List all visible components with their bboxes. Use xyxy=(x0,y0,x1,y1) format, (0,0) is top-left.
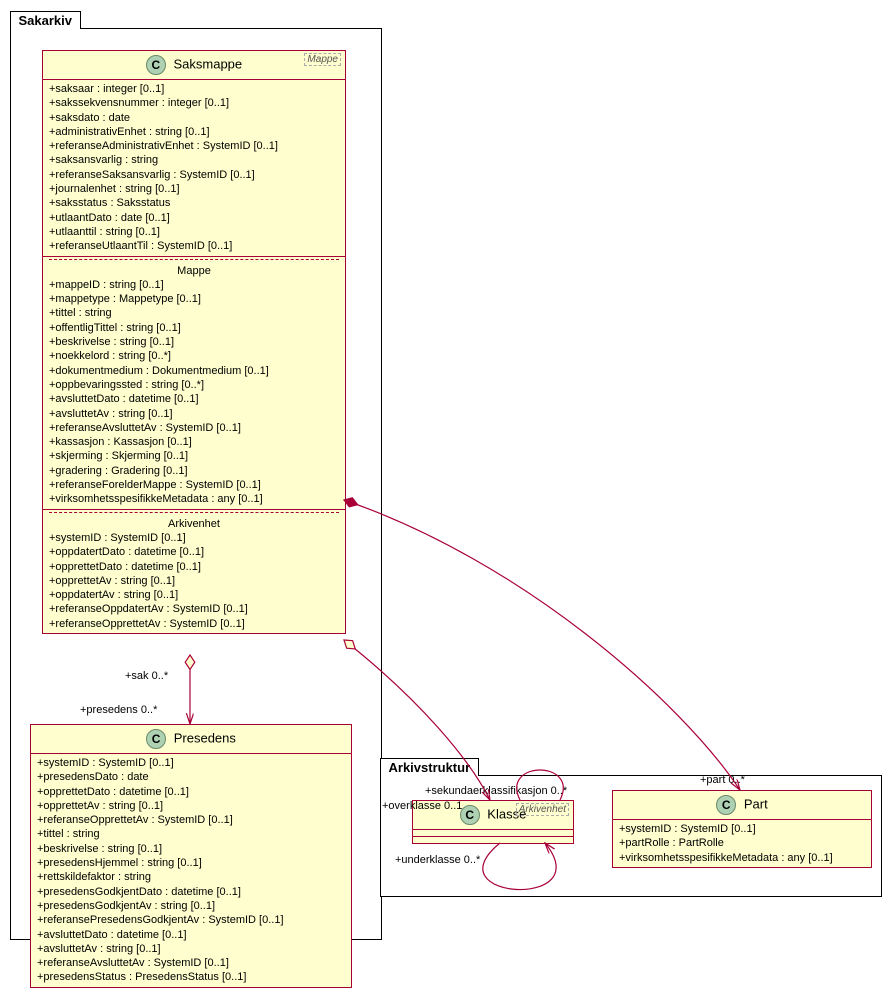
class-part: C Part +systemID : SystemID [0..1]+partR… xyxy=(612,790,872,868)
attr-line: +offentligTittel : string [0..1] xyxy=(49,321,339,335)
attr-line: +oppdatertDato : datetime [0..1] xyxy=(49,545,339,559)
attr-line: +utlaanttil : string [0..1] xyxy=(49,225,339,239)
attr-line: +sakssekvensnummer : integer [0..1] xyxy=(49,96,339,110)
attr-section: +systemID : SystemID [0..1]+presedensDat… xyxy=(31,754,351,987)
class-saksmappe-name: Saksmappe xyxy=(173,56,242,71)
attr-line: +dokumentmedium : Dokumentmedium [0..1] xyxy=(49,364,339,378)
attr-line: +kassasjon : Kassasjon [0..1] xyxy=(49,435,339,449)
attr-line: +referanseForelderMappe : SystemID [0..1… xyxy=(49,478,339,492)
stereotype-arkivenhet: Arkivenhet xyxy=(516,803,569,816)
attr-line: +referanseSaksansvarlig : SystemID [0..1… xyxy=(49,168,339,182)
attr-line: +referansePresedensGodkjentAv : SystemID… xyxy=(37,913,345,927)
attr-section: +saksaar : integer [0..1]+sakssekvensnum… xyxy=(43,80,345,257)
attr-line: +referanseUtlaantTil : SystemID [0..1] xyxy=(49,239,339,253)
attr-line: +tittel : string xyxy=(49,306,339,320)
attr-line: +mappetype : Mappetype [0..1] xyxy=(49,292,339,306)
attr-line: +oppbevaringssted : string [0..*] xyxy=(49,378,339,392)
attr-line: +utlaantDato : date [0..1] xyxy=(49,211,339,225)
attr-line: +tittel : string xyxy=(37,827,345,841)
label-part: +part 0..* xyxy=(700,774,745,786)
class-presedens: C Presedens +systemID : SystemID [0..1]+… xyxy=(30,724,352,988)
attr-line: +opprettetAv : string [0..1] xyxy=(49,574,339,588)
label-sekundaerklassifikasjon: +sekundaerklassifikasjon 0..* xyxy=(425,785,567,797)
attr-section: +systemID : SystemID [0..1]+partRolle : … xyxy=(613,820,871,867)
attr-line: +presedensStatus : PresedensStatus [0..1… xyxy=(37,970,345,984)
attr-line: +partRolle : PartRolle xyxy=(619,836,865,850)
empty-ops xyxy=(413,837,573,843)
class-icon: C xyxy=(146,55,166,75)
attr-line: +systemID : SystemID [0..1] xyxy=(49,531,339,545)
attr-line: +referanseAvsluttetAv : SystemID [0..1] xyxy=(49,421,339,435)
attr-line: +presedensDato : date xyxy=(37,770,345,784)
attr-section: Arkivenhet+systemID : SystemID [0..1]+op… xyxy=(43,510,345,633)
attr-line: +opprettetDato : datetime [0..1] xyxy=(37,785,345,799)
attr-line: +gradering : Gradering [0..1] xyxy=(49,464,339,478)
stereotype-mappe: Mappe xyxy=(304,53,341,66)
empty-attrs xyxy=(413,830,573,837)
attr-line: +referanseOppdatertAv : SystemID [0..1] xyxy=(49,602,339,616)
attr-line: +mappeID : string [0..1] xyxy=(49,278,339,292)
attr-line: +saksdato : date xyxy=(49,111,339,125)
attr-section: Mappe+mappeID : string [0..1]+mappetype … xyxy=(43,257,345,510)
attr-line: +beskrivelse : string [0..1] xyxy=(37,842,345,856)
attr-line: +referanseAvsluttetAv : SystemID [0..1] xyxy=(37,956,345,970)
edge-saksmappe-part xyxy=(344,500,740,790)
attr-line: +administrativEnhet : string [0..1] xyxy=(49,125,339,139)
attr-line: +saksstatus : Saksstatus xyxy=(49,196,339,210)
attr-line: +journalenhet : string [0..1] xyxy=(49,182,339,196)
section-header: Arkivenhet xyxy=(49,512,339,531)
attr-line: +opprettetDato : datetime [0..1] xyxy=(49,560,339,574)
attr-line: +saksansvarlig : string xyxy=(49,153,339,167)
class-icon: C xyxy=(146,729,166,749)
attr-line: +oppdatertAv : string [0..1] xyxy=(49,588,339,602)
attr-line: +referanseOpprettetAv : SystemID [0..1] xyxy=(49,617,339,631)
attr-line: +rettskildefaktor : string xyxy=(37,870,345,884)
package-arkivstruktur-label: Arkivstruktur xyxy=(380,758,480,776)
class-part-name: Part xyxy=(744,796,768,811)
attr-line: +noekkelord : string [0..*] xyxy=(49,349,339,363)
attr-line: +beskrivelse : string [0..1] xyxy=(49,335,339,349)
attr-line: +virksomhetsspesifikkeMetadata : any [0.… xyxy=(619,851,865,865)
label-underklasse: +underklasse 0..* xyxy=(395,854,480,866)
attr-line: +systemID : SystemID [0..1] xyxy=(37,756,345,770)
attr-line: +avsluttetAv : string [0..1] xyxy=(49,407,339,421)
package-sakarkiv-label: Sakarkiv xyxy=(10,11,82,29)
label-sak: +sak 0..* xyxy=(125,670,168,682)
attr-line: +avsluttetAv : string [0..1] xyxy=(37,942,345,956)
attr-line: +referanseAdministrativEnhet : SystemID … xyxy=(49,139,339,153)
attr-line: +systemID : SystemID [0..1] xyxy=(619,822,865,836)
attr-line: +presedensGodkjentAv : string [0..1] xyxy=(37,899,345,913)
attr-line: +avsluttetDato : datetime [0..1] xyxy=(49,392,339,406)
attr-line: +skjerming : Skjerming [0..1] xyxy=(49,449,339,463)
class-icon: C xyxy=(460,805,480,825)
attr-line: +opprettetAv : string [0..1] xyxy=(37,799,345,813)
attr-line: +avsluttetDato : datetime [0..1] xyxy=(37,928,345,942)
class-saksmappe: Mappe C Saksmappe +saksaar : integer [0.… xyxy=(42,50,346,634)
class-saksmappe-title: Mappe C Saksmappe xyxy=(43,51,345,80)
label-presedens: +presedens 0..* xyxy=(80,704,157,716)
class-icon: C xyxy=(716,795,736,815)
attr-line: +presedensHjemmel : string [0..1] xyxy=(37,856,345,870)
class-part-title: C Part xyxy=(613,791,871,820)
attr-line: +referanseOpprettetAv : SystemID [0..1] xyxy=(37,813,345,827)
attr-line: +virksomhetsspesifikkeMetadata : any [0.… xyxy=(49,492,339,506)
label-overklasse: +overklasse 0..1 xyxy=(382,800,462,812)
attr-line: +saksaar : integer [0..1] xyxy=(49,82,339,96)
class-presedens-name: Presedens xyxy=(174,730,236,745)
section-header: Mappe xyxy=(49,259,339,278)
attr-line: +presedensGodkjentDato : datetime [0..1] xyxy=(37,885,345,899)
class-presedens-title: C Presedens xyxy=(31,725,351,754)
